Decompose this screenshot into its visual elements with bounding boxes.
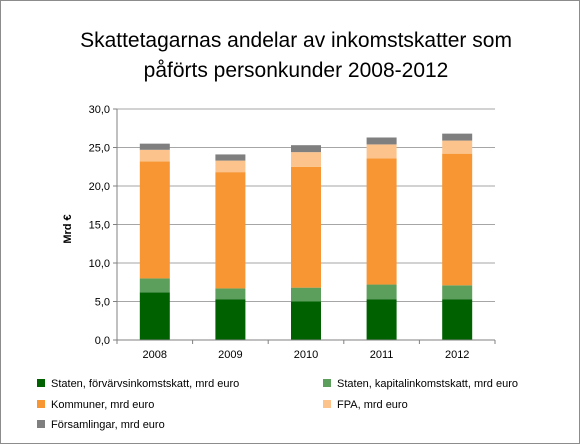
legend-label: Staten, förvärvsinkomstskatt, mrd euro bbox=[51, 378, 240, 390]
legend-swatch bbox=[323, 379, 331, 387]
x-tick-label: 2008 bbox=[143, 349, 167, 361]
bar-segment bbox=[442, 299, 473, 340]
bar-segment bbox=[291, 287, 321, 302]
x-tick-label: 2009 bbox=[218, 349, 242, 361]
x-tick-labels: 2008 2009 2010 2011 2012 bbox=[143, 349, 470, 361]
bar-segment bbox=[291, 152, 321, 167]
y-tick-label: 0,0 bbox=[95, 335, 110, 347]
legend-label: Staten, kapitalinkomstskatt, mrd euro bbox=[337, 378, 518, 390]
chart-title-line-2: påförts personkunder 2008-2012 bbox=[143, 59, 449, 82]
axes bbox=[113, 108, 496, 344]
legend-label: Kommuner, mrd euro bbox=[51, 399, 155, 411]
chart-title-line-1: Skattetagarnas andelar av inkomstskatter… bbox=[80, 29, 512, 52]
legend-item-fpa: FPA, mrd euro bbox=[323, 399, 408, 412]
legend-swatch bbox=[37, 400, 45, 408]
bar-segment bbox=[366, 137, 397, 145]
bar-segment bbox=[215, 299, 246, 340]
bar-segment bbox=[442, 285, 473, 300]
bar-segment bbox=[442, 133, 473, 141]
bar-segment bbox=[215, 154, 246, 161]
bar-segment bbox=[442, 153, 473, 286]
y-tick-label: 20,0 bbox=[89, 181, 110, 193]
bar-segment bbox=[366, 158, 397, 285]
y-tick-labels: 0,0 5,0 10,0 15,0 20,0 25,0 30,0 bbox=[89, 104, 110, 347]
legend-item-staten-kapital: Staten, kapitalinkomstskatt, mrd euro bbox=[323, 378, 518, 391]
bars bbox=[139, 133, 473, 340]
y-tick-label: 30,0 bbox=[89, 104, 110, 116]
bar-segment bbox=[291, 301, 321, 340]
bar-segment bbox=[139, 292, 170, 340]
legend-swatch bbox=[37, 420, 45, 428]
y-tick-label: 10,0 bbox=[89, 258, 110, 270]
bar-segment bbox=[291, 145, 321, 153]
y-axis-label: Mrd € bbox=[62, 214, 74, 243]
bar-segment bbox=[366, 144, 397, 159]
bar-segment bbox=[139, 149, 170, 162]
legend-item-kommuner: Kommuner, mrd euro bbox=[37, 399, 154, 412]
bar-segment bbox=[215, 288, 246, 300]
legend-label: FPA, mrd euro bbox=[337, 399, 408, 411]
legend-label: Församlingar, mrd euro bbox=[51, 419, 165, 431]
y-tick-label: 25,0 bbox=[89, 143, 110, 155]
bar-segment bbox=[366, 284, 397, 300]
bar-segment bbox=[291, 166, 321, 288]
legend-swatch bbox=[323, 400, 331, 408]
bar-segment bbox=[366, 299, 397, 340]
bar-segment bbox=[215, 160, 246, 173]
y-tick-label: 5,0 bbox=[95, 297, 110, 309]
bar-segment bbox=[215, 172, 246, 289]
x-tick-label: 2011 bbox=[370, 349, 394, 361]
legend-item-staten-forvarv: Staten, förvärvsinkomstskatt, mrd euro bbox=[37, 378, 239, 391]
bar-segment bbox=[139, 143, 170, 150]
y-tick-label: 15,0 bbox=[89, 220, 110, 232]
x-tick-label: 2012 bbox=[445, 349, 469, 361]
bar-segment bbox=[139, 278, 170, 293]
bar-segment bbox=[442, 140, 473, 154]
x-tick-label: 2010 bbox=[294, 349, 318, 361]
legend-swatch bbox=[37, 379, 45, 387]
legend-item-forsamlingar: Församlingar, mrd euro bbox=[37, 419, 165, 432]
bar-segment bbox=[139, 161, 170, 279]
